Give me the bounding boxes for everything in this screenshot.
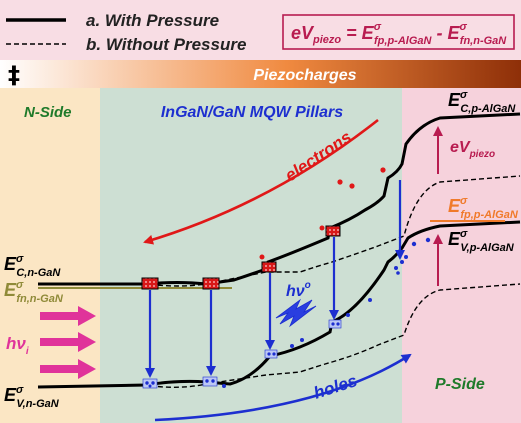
- p-side-title: P-Side: [435, 376, 485, 393]
- p-side-region: [402, 88, 521, 423]
- legend-solid-label: a. With Pressure: [86, 11, 219, 30]
- electron: [319, 225, 325, 231]
- ev-piezo-label: eVpiezo: [450, 139, 495, 160]
- electron-well: [261, 261, 277, 273]
- equation-box: [282, 14, 515, 50]
- hole-cluster: [202, 376, 226, 388]
- ec-n-gan-label: Eσ C,n-GaN: [4, 253, 61, 279]
- hole-cluster: [142, 378, 158, 389]
- hole-cluster: [264, 338, 304, 359]
- conduction-band-unstrained: [38, 175, 521, 287]
- ec-p-algan-label: Eσ C,p-AlGaN: [448, 89, 516, 115]
- equation: eVpiezo = Eσ fp,p-AlGaN - Eσ fn,n-GaN: [291, 21, 507, 47]
- efn-n-gan-label: Eσ fn,n-GaN: [4, 279, 64, 305]
- legend-dashed-label: b. Without Pressure: [86, 35, 246, 54]
- electron: [349, 183, 355, 189]
- incident-light-arrowhead: [78, 306, 96, 326]
- holes-arrow: [154, 353, 412, 422]
- piezocharges-label: Piezocharges: [253, 67, 356, 84]
- ev-n-gan-label: Eσ V,n-GaN: [4, 384, 60, 410]
- n-side-title: N-Side: [24, 104, 72, 121]
- piezocharge-bar: [0, 60, 521, 88]
- electrons-arrow: [143, 118, 379, 245]
- electron-well: [202, 277, 220, 290]
- valence-band-unstrained: [37, 283, 521, 388]
- hole-cluster: [328, 298, 372, 329]
- hole-cluster: [394, 237, 431, 275]
- electron: [337, 179, 343, 185]
- hv-incident-label: hνi: [6, 334, 29, 357]
- electron: [380, 167, 386, 173]
- photon-emission-icon: [275, 298, 317, 328]
- electron-well: [141, 277, 159, 290]
- ev-p-algan-label: Eσ V,p-AlGaN: [448, 228, 515, 254]
- mqw-title: InGaN/GaN MQW Pillars: [161, 104, 343, 121]
- efp-p-algan-label: Eσ fp,p-AlGaN: [448, 195, 519, 221]
- piezocharge-symbol: ‡: [8, 61, 20, 89]
- electron-well: [325, 225, 341, 237]
- incident-light-arrowhead: [78, 359, 96, 379]
- hv-emitted-label: hνo: [286, 280, 311, 300]
- conduction-band-strained: [38, 112, 521, 286]
- electron: [259, 254, 265, 260]
- incident-light-arrowhead: [78, 332, 96, 352]
